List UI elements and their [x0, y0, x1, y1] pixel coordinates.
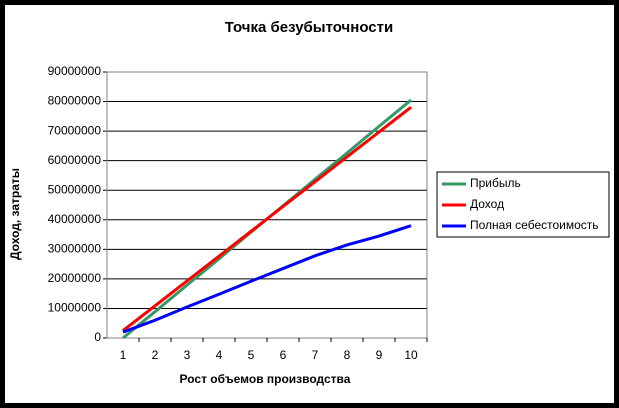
y-tick-label: 60000000 — [48, 153, 102, 167]
x-tick-label: 6 — [280, 348, 287, 362]
legend-label: Доход — [470, 197, 504, 211]
x-tick-label: 4 — [216, 348, 223, 362]
series-line — [122, 105, 412, 332]
y-tick-label: 70000000 — [48, 123, 102, 137]
chart-title: Точка безубыточности — [225, 19, 393, 36]
x-tick-label: 8 — [344, 348, 351, 362]
y-tick-label: 0 — [94, 330, 101, 344]
y-tick-label: 40000000 — [48, 212, 102, 226]
y-tick-label: 30000000 — [48, 242, 102, 256]
y-tick-label: 50000000 — [48, 182, 102, 196]
y-tick-label: 90000000 — [48, 64, 102, 78]
legend-label: Полная себестоимость — [470, 218, 599, 232]
y-tick-label: 80000000 — [48, 94, 102, 108]
x-tick-label: 3 — [184, 348, 191, 362]
x-tick-label: 7 — [312, 348, 319, 362]
series-line — [122, 224, 412, 334]
legend-label: Прибыль — [470, 176, 521, 190]
y-tick-label: 10000000 — [48, 301, 102, 315]
y-tick-label: 20000000 — [48, 271, 102, 285]
x-tick-label: 2 — [152, 348, 159, 362]
x-tick-label: 10 — [404, 348, 418, 362]
x-tick-label: 9 — [376, 348, 383, 362]
x-tick-label: 5 — [248, 348, 255, 362]
x-axis-title: Рост объемов производства — [180, 372, 351, 386]
y-axis-title: Доход, затраты — [8, 168, 22, 260]
x-tick-label: 1 — [120, 348, 127, 362]
